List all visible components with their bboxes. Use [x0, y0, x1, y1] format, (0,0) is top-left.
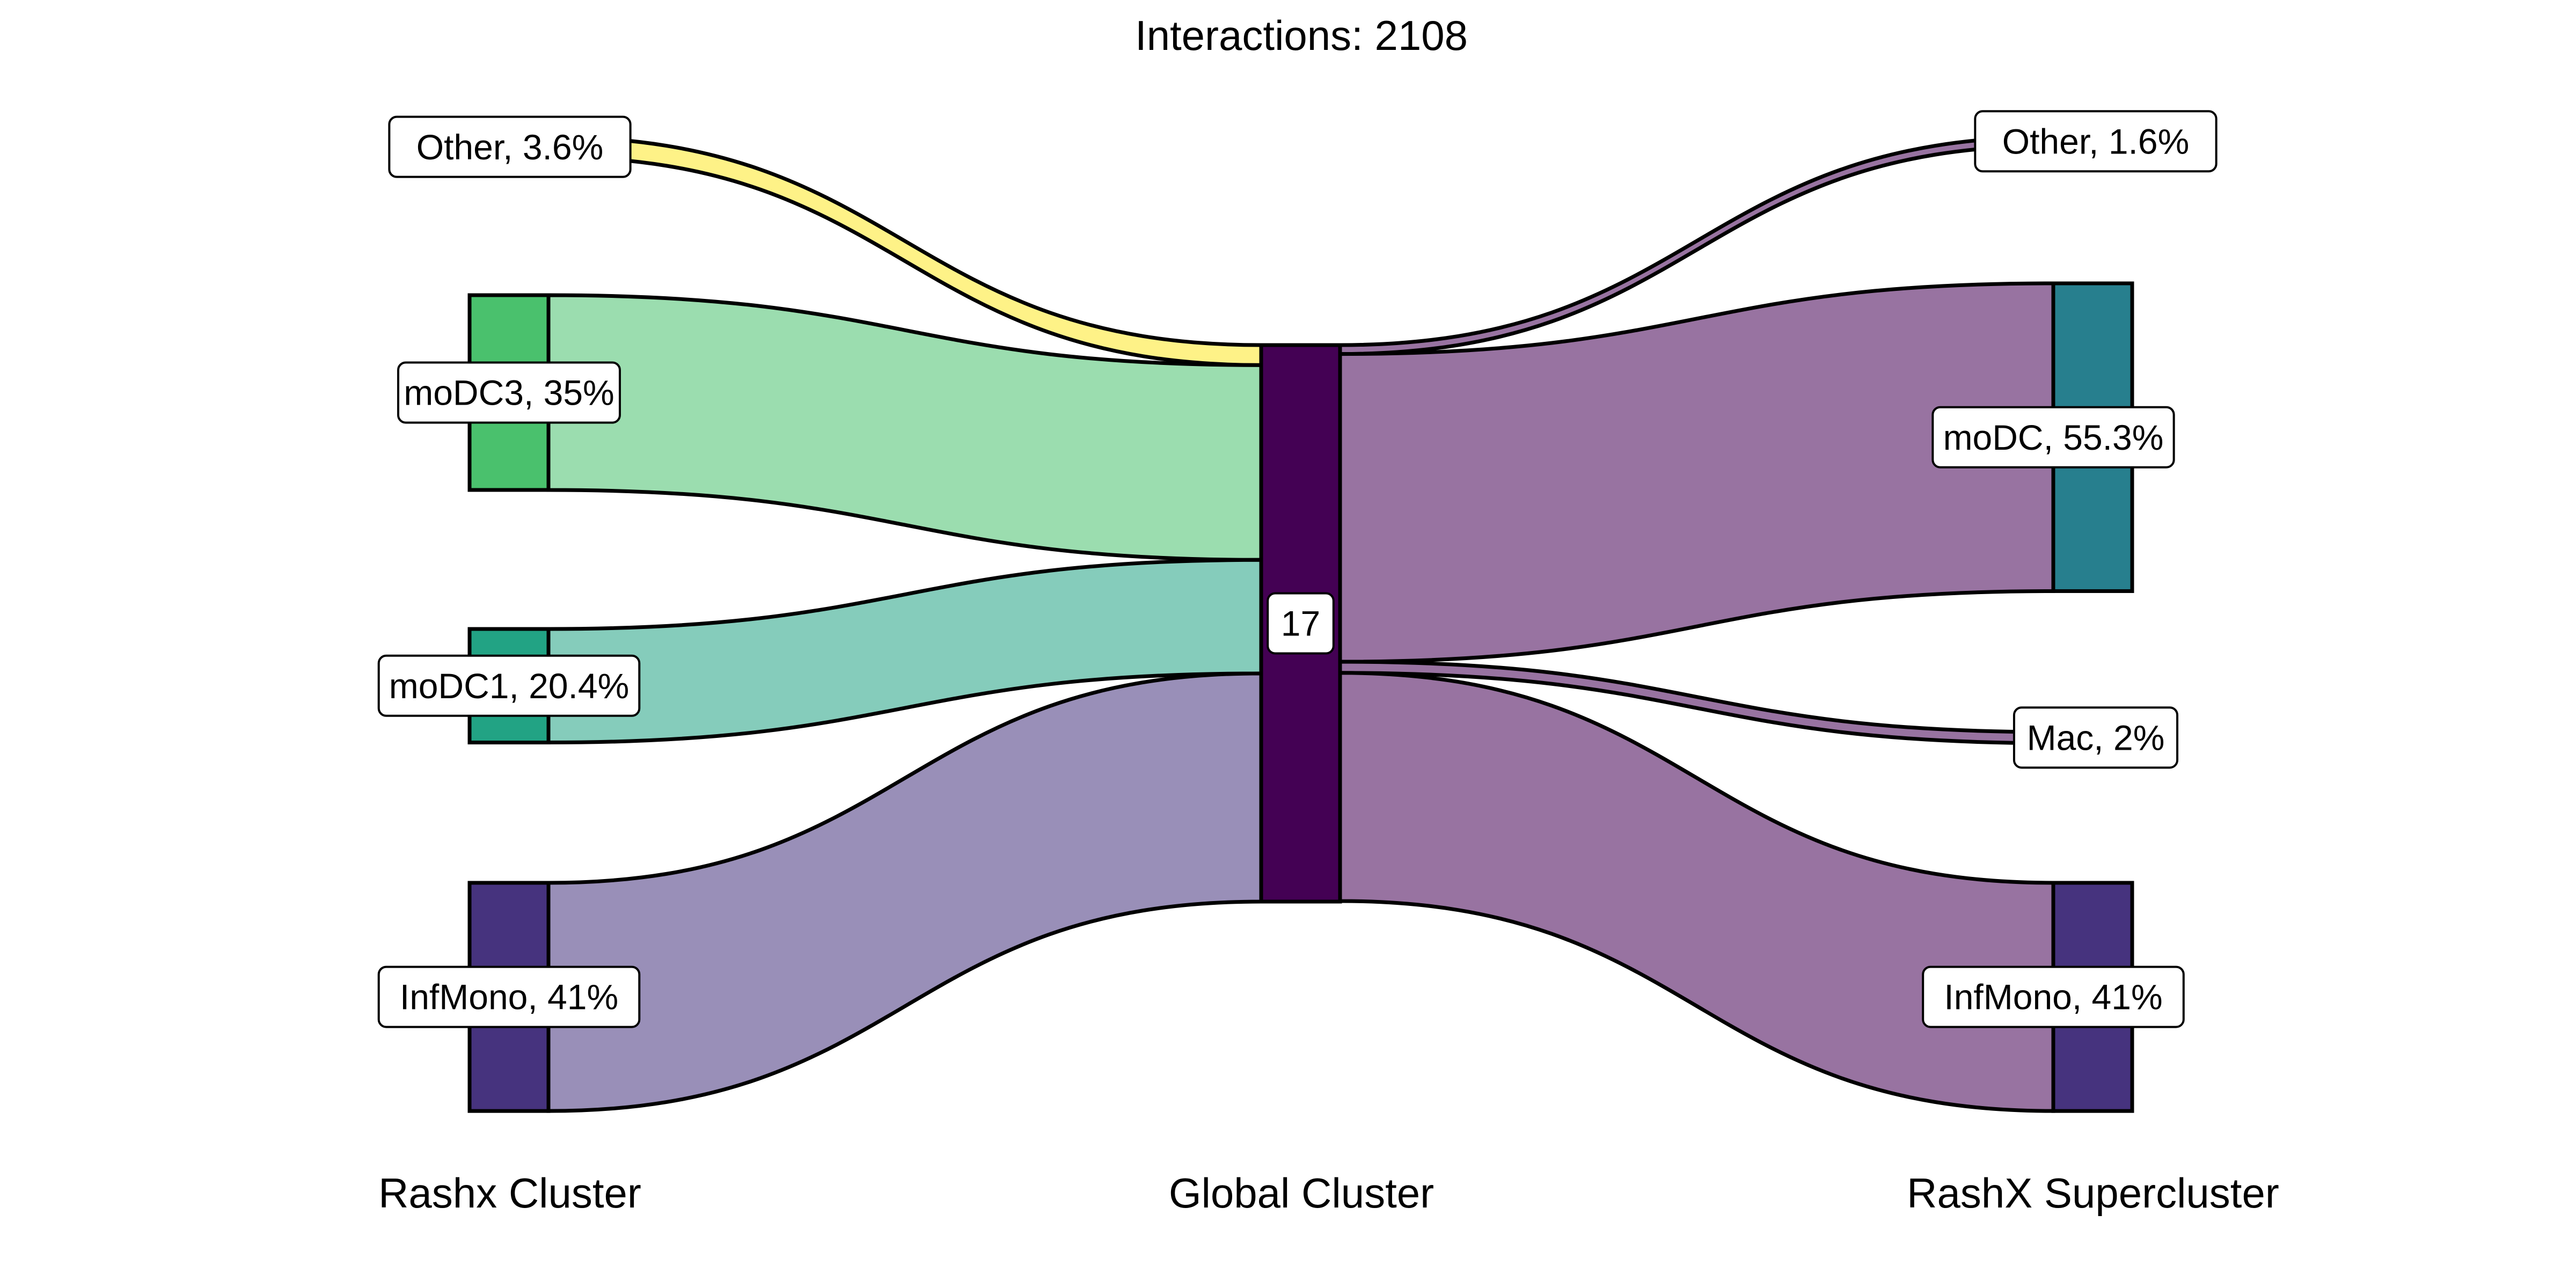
label-left-infmono: InfMono, 41% — [377, 965, 641, 1028]
labels-layer: Other, 3.6% moDC3, 35% moDC1, 20.4% InfMono… — [377, 110, 2218, 1028]
label-right-mac: Mac, 2% — [2012, 706, 2179, 769]
label-left-infmono-box — [377, 965, 641, 1028]
label-left-other: Other, 3.6% — [388, 115, 632, 178]
label-right-other-box — [1974, 110, 2218, 173]
chart-title: Interactions: 2108 — [1135, 12, 1468, 59]
flow-left-modc3 — [546, 293, 1263, 562]
label-right-modc: moDC, 55.3% — [1931, 406, 2175, 469]
label-left-modc3: moDC3, 35% — [397, 361, 621, 424]
label-left-other-text: Other, 3.6% — [416, 127, 604, 167]
label-left-other-box — [388, 115, 632, 178]
axis-label-right: RashX Supercluster — [1907, 1169, 2279, 1217]
label-left-infmono-text: InfMono, 41% — [400, 977, 618, 1017]
label-left-modc3-text: moDC3, 35% — [404, 373, 614, 413]
label-middle-node-text: 17 — [1281, 604, 1320, 643]
label-right-modc-box — [1931, 406, 2175, 469]
axis-label-left: Rashx Cluster — [378, 1169, 641, 1217]
label-left-modc1: moDC1, 20.4% — [377, 654, 641, 717]
label-right-infmono-box — [1922, 965, 2185, 1028]
label-left-modc1-text: moDC1, 20.4% — [389, 666, 630, 706]
label-right-mac-box — [2012, 706, 2179, 769]
flows-layer — [546, 135, 2055, 1113]
label-left-modc1-box — [377, 654, 641, 717]
label-middle-node-box — [1267, 592, 1335, 655]
label-right-modc-text: moDC, 55.3% — [1943, 418, 2164, 457]
label-right-infmono-text: InfMono, 41% — [1944, 977, 2162, 1017]
label-right-other: Other, 1.6% — [1974, 110, 2218, 173]
label-left-modc3-box — [397, 361, 621, 424]
label-right-infmono: InfMono, 41% — [1922, 965, 2185, 1028]
label-middle-node: 17 — [1267, 592, 1335, 655]
label-right-other-text: Other, 1.6% — [2002, 121, 2190, 161]
label-right-mac-text: Mac, 2% — [2027, 718, 2165, 757]
axis-label-middle: Global Cluster — [1169, 1169, 1434, 1217]
